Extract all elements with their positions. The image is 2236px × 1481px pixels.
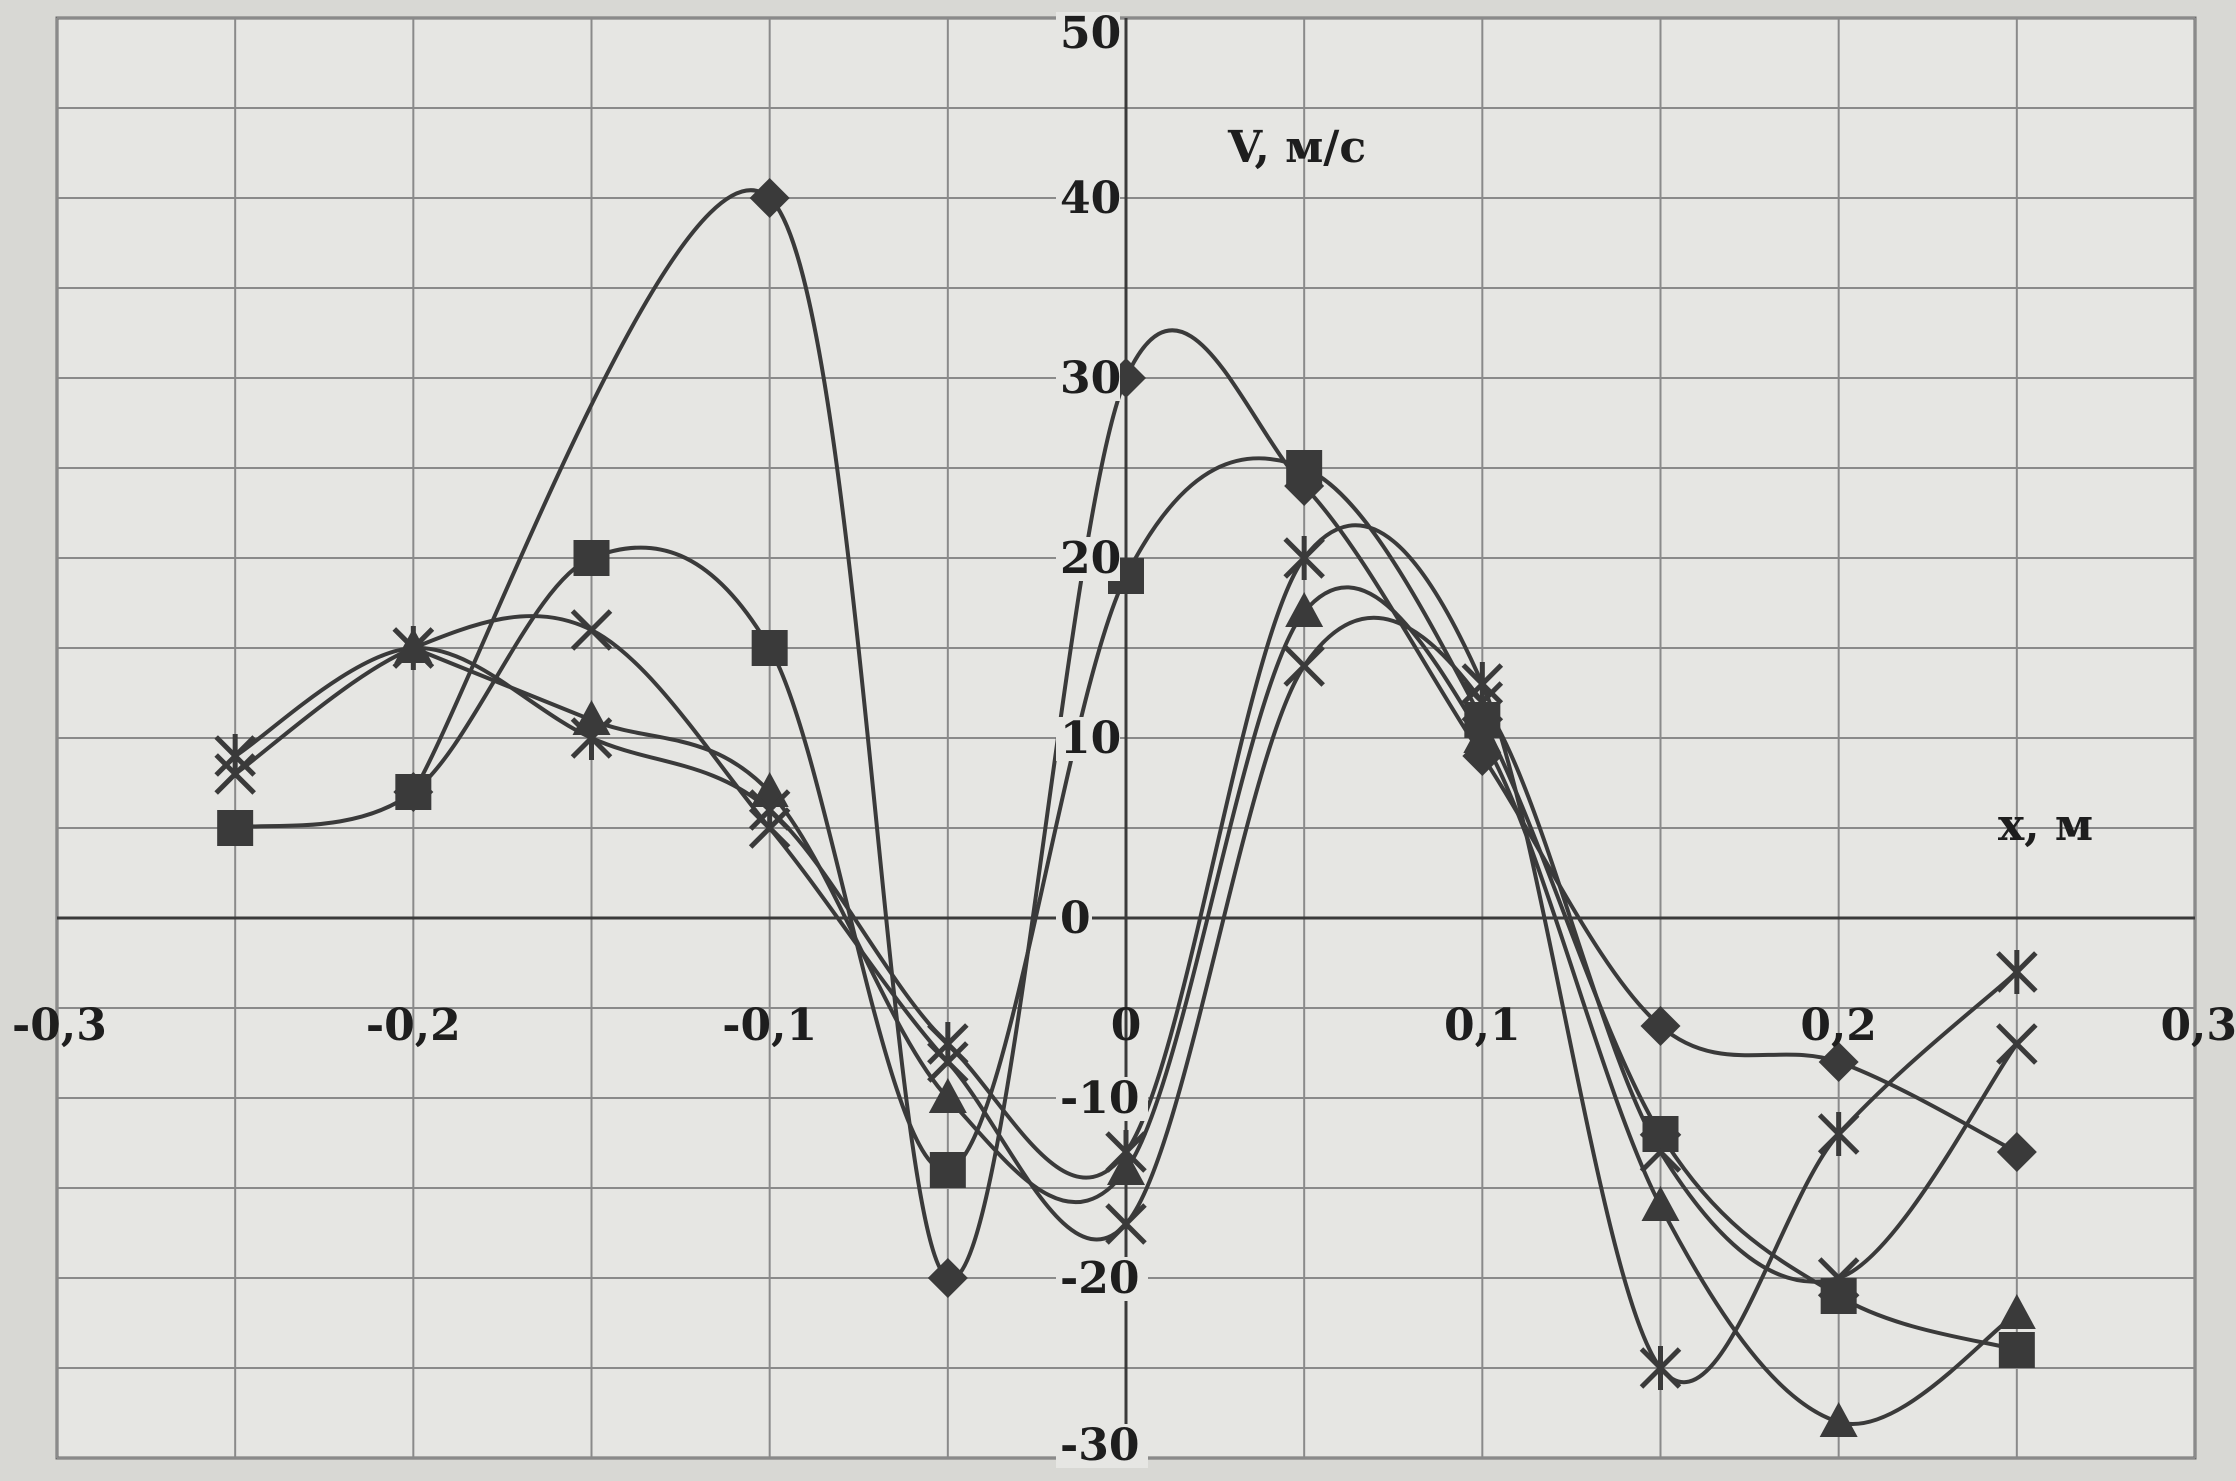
series-4-point bbox=[1817, 1112, 1860, 1156]
series-5-point-stroke bbox=[570, 609, 613, 651]
y-tick-label-bg bbox=[1056, 897, 1092, 941]
series-5-point bbox=[748, 807, 791, 849]
y-tick-label-bg bbox=[1056, 537, 1120, 581]
x-tick-label: 0,2 bbox=[1800, 1000, 1877, 1051]
y-tick-label-bg bbox=[1056, 717, 1120, 761]
y-tick-label: 40 bbox=[1060, 173, 1121, 224]
y-tick-label: 0 bbox=[1060, 893, 1091, 944]
series-2-point bbox=[217, 810, 254, 846]
series-3-point bbox=[1641, 1186, 1680, 1221]
series-5-point-stroke bbox=[1996, 1023, 2038, 1065]
series-5-point-stroke bbox=[927, 1041, 969, 1083]
series-5-point-stroke bbox=[1639, 1131, 1682, 1173]
series-2-point bbox=[1286, 450, 1323, 486]
series-5-point-stroke bbox=[1817, 1257, 1860, 1299]
series-2-point bbox=[395, 774, 432, 810]
series-5-point bbox=[214, 753, 256, 795]
series-5-point bbox=[1461, 681, 1504, 723]
y-tick-label-bg bbox=[1056, 1077, 1148, 1121]
series-4-point bbox=[1639, 1346, 1682, 1390]
series-1-point bbox=[927, 1258, 968, 1298]
series-5-point bbox=[1105, 1203, 1147, 1245]
series-1-point bbox=[1996, 1132, 2037, 1172]
y-tick-label-bg bbox=[1056, 1424, 1148, 1468]
series-3-line bbox=[412, 585, 2018, 1426]
y-tick-label: 20 bbox=[1060, 533, 1121, 584]
series-5-point bbox=[1283, 645, 1325, 687]
series-4-point bbox=[1105, 1130, 1147, 1174]
x-tick-label: -0,3 bbox=[12, 1000, 107, 1051]
series-2-point bbox=[573, 540, 610, 576]
series-4-point bbox=[570, 716, 613, 760]
y-tick-label: -30 bbox=[1060, 1420, 1140, 1471]
x-tick-label: -0,1 bbox=[722, 1000, 817, 1051]
series-2-point bbox=[1820, 1278, 1857, 1314]
series-4-point bbox=[1996, 950, 2038, 994]
x-tick-label: 0 bbox=[1111, 1000, 1142, 1051]
x-tick-label: 0,3 bbox=[2160, 1000, 2236, 1051]
y-tick-label-bg bbox=[1056, 1257, 1148, 1301]
y-tick-label-bg bbox=[1056, 12, 1120, 56]
series-3-point bbox=[1285, 592, 1324, 627]
series-3-point bbox=[928, 1078, 967, 1113]
y-tick-label: 30 bbox=[1060, 353, 1121, 404]
series-3-point bbox=[1463, 718, 1502, 753]
series-5-point-stroke bbox=[748, 807, 791, 849]
series-1-point bbox=[1640, 1006, 1681, 1046]
series-5-point bbox=[570, 609, 613, 651]
x-tick-label: 0,1 bbox=[1444, 1000, 1521, 1051]
y-tick-label: 50 bbox=[1060, 8, 1121, 59]
y-tick-label: -20 bbox=[1060, 1253, 1140, 1304]
y-tick-label: -10 bbox=[1060, 1073, 1140, 1124]
series-3-point bbox=[1819, 1402, 1858, 1437]
series-5-point bbox=[927, 1041, 969, 1083]
y-tick-label: 10 bbox=[1060, 713, 1121, 764]
series-5-point-stroke bbox=[1461, 681, 1504, 723]
series-5-point-stroke bbox=[1283, 645, 1325, 687]
x-axis-title: x, м bbox=[1998, 800, 2093, 851]
y-tick-label-bg bbox=[1056, 357, 1120, 401]
series-3-point bbox=[1997, 1294, 2036, 1329]
series-2-point bbox=[1642, 1116, 1679, 1152]
series-5-point-stroke bbox=[1105, 1203, 1147, 1245]
series-5-point bbox=[1996, 1023, 2038, 1065]
series-5-point-stroke bbox=[392, 627, 435, 669]
series-5-point-stroke bbox=[214, 753, 256, 795]
series-1-point bbox=[749, 178, 790, 218]
series-1-point bbox=[1818, 1042, 1859, 1082]
series-2-point bbox=[1998, 1332, 2035, 1368]
series-2-point bbox=[751, 630, 788, 666]
y-axis-title: V, м/с bbox=[1227, 122, 1366, 173]
series-5-point bbox=[1817, 1257, 1860, 1299]
y-tick-label-bg bbox=[1056, 177, 1120, 221]
series-5-point bbox=[1639, 1131, 1682, 1173]
series-2-point bbox=[929, 1152, 966, 1188]
series-4-point bbox=[1283, 536, 1325, 580]
series-5-point bbox=[392, 627, 435, 669]
x-tick-label: -0,2 bbox=[366, 1000, 461, 1051]
